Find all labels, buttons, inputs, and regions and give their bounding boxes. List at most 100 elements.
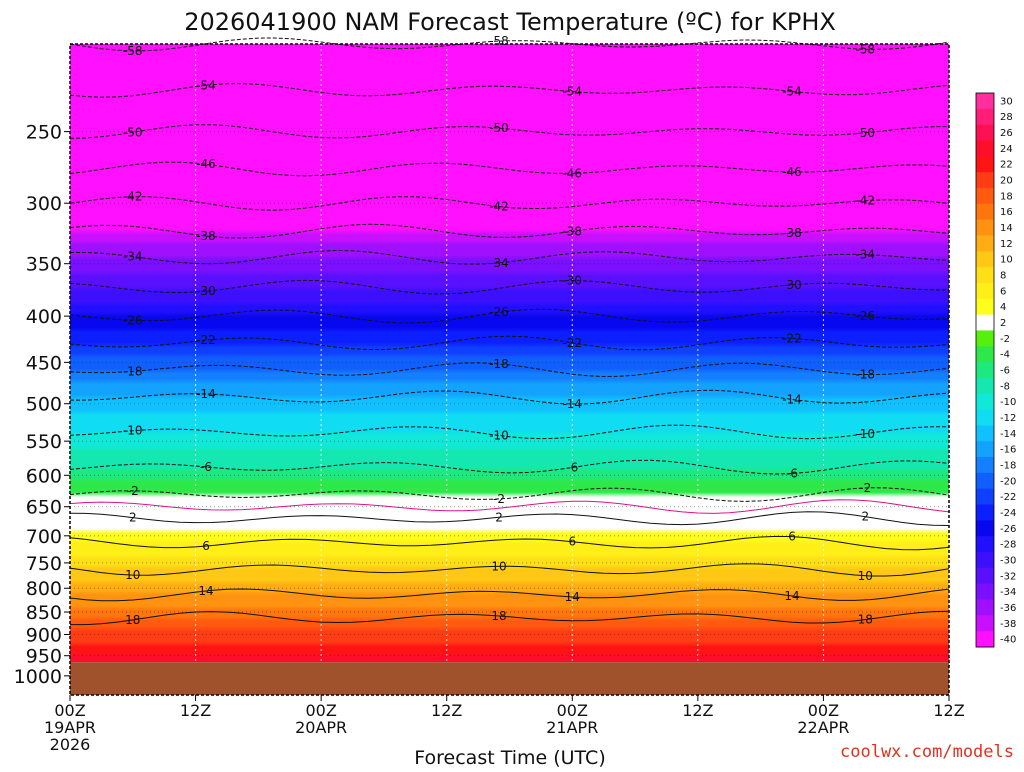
colorbar-swatch — [976, 251, 994, 268]
colorbar-swatch — [976, 93, 994, 110]
contour-line — [69, 362, 950, 378]
axes: 2503003504004505005506006507007508008509… — [14, 43, 965, 754]
contour-label: -42 — [489, 200, 509, 214]
contour-label: -10 — [489, 428, 509, 442]
x-tick-label: 12Z — [431, 701, 462, 720]
colorbar-label: -32 — [1000, 571, 1016, 582]
colorbar-label: -28 — [1000, 540, 1016, 551]
colorbar-label: 20 — [1000, 176, 1013, 187]
grid-lines — [70, 44, 949, 663]
colorbar-label: -40 — [1000, 635, 1016, 646]
contour-label: -26 — [855, 309, 875, 323]
colorbar-swatch — [976, 409, 994, 426]
x-tick-label: 00Z — [54, 701, 85, 720]
contour-label: -6 — [786, 467, 798, 481]
chart-title: 2026041900 NAM Forecast Temperature (ºC)… — [184, 8, 836, 36]
colorbar-label: 28 — [1000, 112, 1013, 123]
x-tick-label: 12Z — [180, 701, 211, 720]
y-tick-label: 400 — [26, 306, 62, 328]
contour-label: -34 — [855, 248, 875, 262]
contour-label: -14 — [562, 397, 582, 411]
contour-line — [69, 161, 950, 177]
colorbar: 30 28 26 24 22 20 18 16 14 12 10 8 6 4 2 -2 -4 -6 -8 -10 -12… — [975, 92, 1016, 648]
y-tick-label: 600 — [26, 465, 62, 487]
contour-label: -22 — [782, 331, 802, 345]
contour-label: 2 — [129, 511, 137, 525]
x-tick-label: 12Z — [933, 701, 964, 720]
y-tick-label: 550 — [26, 431, 62, 453]
colorbar-swatch — [976, 282, 994, 300]
colorbar-swatch — [976, 488, 994, 506]
contour-label: -18 — [855, 368, 875, 382]
credit-link[interactable]: coolwx.com/models — [840, 742, 1014, 762]
y-tick-label: 950 — [26, 646, 62, 668]
colorbar-swatch — [976, 235, 994, 252]
contour-label: -6 — [566, 460, 578, 474]
contour-label: -10 — [123, 424, 143, 438]
colorbar-swatch — [976, 567, 994, 585]
contour-label: -50 — [489, 121, 509, 135]
x-tick-date: 19APR — [44, 718, 96, 737]
plot-area — [70, 44, 949, 695]
colorbar-frame — [975, 92, 995, 648]
colorbar-swatch — [976, 124, 994, 141]
colorbar-swatch — [976, 393, 994, 411]
colorbar-swatch — [976, 362, 994, 379]
colorbar-swatch — [976, 441, 994, 458]
contour-line — [69, 588, 950, 602]
contour-label: 14 — [198, 584, 213, 598]
x-tick-date: 22APR — [797, 718, 849, 737]
contour-label: -22 — [562, 336, 582, 350]
colorbar-label: -14 — [1000, 429, 1016, 440]
colorbar-label: -12 — [1000, 413, 1016, 424]
colorbar-label: 10 — [1000, 255, 1013, 266]
contour-line — [69, 279, 950, 295]
contour-label: -46 — [562, 166, 582, 180]
colorbar-swatch — [976, 203, 994, 221]
contour-label: -58 — [123, 44, 143, 58]
colorbar-swatch — [976, 631, 994, 648]
x-tick-label: 00Z — [808, 701, 839, 720]
x-tick-label: 12Z — [682, 701, 713, 720]
contour-line — [69, 424, 950, 440]
contour-line — [70, 389, 950, 405]
colorbar-swatch — [976, 472, 994, 490]
contour-label: -18 — [489, 357, 509, 371]
y-tick-label: 250 — [26, 122, 62, 144]
contour-label: -54 — [782, 84, 802, 98]
colorbar-swatch — [976, 172, 994, 189]
contour-label: 2 — [495, 510, 503, 524]
colorbar-swatch — [976, 583, 994, 601]
colorbar-label: -4 — [1000, 350, 1010, 361]
contour-label: -50 — [123, 125, 143, 139]
contour-label: 18 — [858, 613, 873, 627]
contour-label: -54 — [196, 78, 216, 92]
colorbar-label: -18 — [1000, 460, 1016, 471]
contour-label: 10 — [125, 568, 140, 582]
y-tick-label: 750 — [26, 553, 62, 575]
x-tick-year: 2026 — [50, 735, 91, 754]
colorbar-swatch — [976, 346, 994, 363]
colorbar-swatch — [976, 267, 994, 284]
colorbar-swatch — [976, 552, 994, 569]
contour-label: -2 — [859, 481, 871, 495]
colorbar-swatch — [976, 504, 994, 521]
y-tick-label: 700 — [26, 526, 62, 548]
contour-label: -46 — [782, 165, 802, 179]
x-tick-label: 00Z — [305, 701, 336, 720]
colorbar-label: -16 — [1000, 445, 1016, 456]
contour-label: -34 — [123, 250, 143, 264]
y-tick-label: 650 — [26, 497, 62, 519]
contour-label: -10 — [855, 427, 875, 441]
colorbar-label: -34 — [1000, 587, 1016, 598]
contour-label: -42 — [123, 190, 143, 204]
contour-label: 18 — [491, 609, 506, 623]
contour-label: -38 — [196, 229, 216, 243]
colorbar-label: 22 — [1000, 160, 1013, 171]
colorbar-label: -24 — [1000, 508, 1016, 519]
contour-line — [69, 535, 950, 551]
contour-line — [69, 499, 950, 514]
colorbar-label: 12 — [1000, 239, 1013, 250]
contour-label: -38 — [782, 226, 802, 240]
